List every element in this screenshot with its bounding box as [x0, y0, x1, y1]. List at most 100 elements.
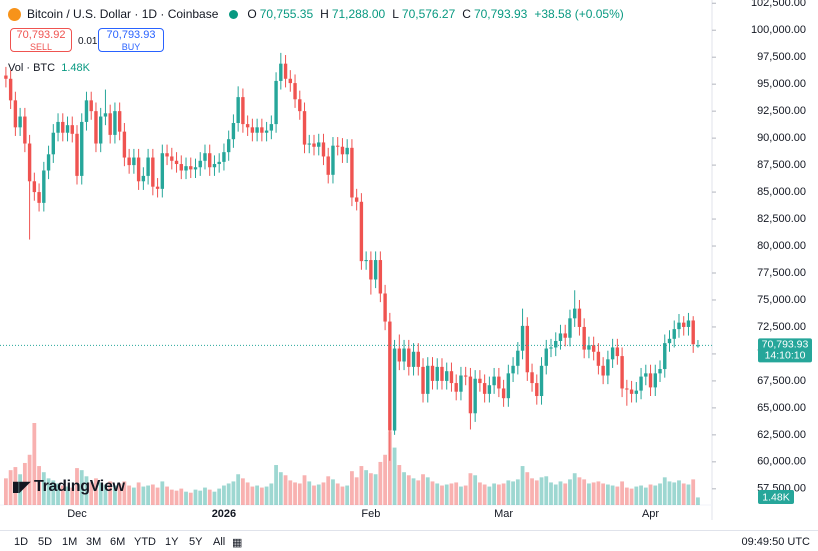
volume-bar: [582, 479, 587, 505]
range-button[interactable]: 3M: [86, 536, 102, 548]
candle-body: [606, 359, 610, 376]
candle-body: [250, 127, 255, 133]
range-button[interactable]: All: [213, 536, 226, 548]
candle-body: [312, 143, 316, 147]
candle-body: [364, 260, 368, 262]
candle-body: [354, 197, 359, 202]
y-tick-label: 85,000.00: [757, 186, 806, 198]
volume-bar: [568, 479, 572, 505]
candle-body: [530, 372, 534, 384]
volume-bar: [534, 480, 539, 505]
volume-bar: [539, 477, 544, 505]
volume-bar: [41, 472, 46, 505]
volume-bar: [236, 474, 241, 505]
volume-bar: [605, 484, 610, 505]
volume-bar: [639, 485, 643, 505]
volume-last: 1.48K: [61, 62, 90, 74]
volume-bar: [350, 471, 354, 505]
candle-body: [672, 329, 676, 339]
h-value: 71,288.00: [331, 7, 386, 21]
volume-bar: [297, 483, 302, 505]
volume-bar: [397, 465, 402, 505]
sell-button[interactable]: 70,793.92 SELL: [10, 28, 72, 52]
candle-body: [373, 260, 378, 280]
volume-bar: [56, 483, 60, 505]
candle-body: [554, 340, 558, 348]
candle-body: [283, 63, 288, 79]
range-button[interactable]: 1Y: [165, 536, 179, 548]
volume-bar: [4, 478, 8, 505]
price-label: 70,793.93: [762, 339, 809, 351]
volume-bar: [283, 475, 288, 505]
candle-body: [212, 164, 217, 168]
candle-body: [99, 116, 103, 144]
volume-bar: [217, 488, 222, 505]
candle-body: [577, 308, 582, 327]
candle-body: [686, 320, 691, 327]
volume-bar: [473, 475, 478, 505]
volume-bar: [378, 461, 383, 505]
range-button[interactable]: YTD: [134, 536, 156, 548]
candle-body: [430, 365, 435, 381]
volume-bar: [293, 482, 297, 505]
volume-bar: [544, 476, 549, 505]
volume-bar: [435, 483, 440, 505]
range-button[interactable]: 5D: [38, 536, 53, 548]
candle-body: [587, 345, 591, 350]
candle-body: [445, 371, 449, 381]
volume-bar: [387, 431, 392, 505]
candle-body: [634, 390, 639, 394]
volume-bar: [169, 489, 174, 505]
candle-body: [326, 156, 330, 175]
candle-body: [591, 345, 596, 352]
c-key: C: [462, 7, 471, 21]
candle-body: [94, 111, 98, 144]
volume-bar: [430, 481, 435, 505]
volume-bar: [591, 482, 596, 505]
volume-bar: [65, 486, 70, 505]
volume-bar: [478, 482, 482, 505]
volume-bar: [549, 482, 553, 505]
volume-bar: [525, 472, 530, 505]
volume-bar: [222, 485, 226, 505]
volume-bar: [255, 485, 260, 505]
volume-bar: [677, 480, 681, 505]
candle-body: [288, 78, 292, 84]
y-tick-label: 97,500.00: [757, 51, 806, 63]
volume-bar: [18, 474, 23, 505]
volume-bar: [13, 467, 18, 505]
candle-body: [113, 111, 117, 135]
chart: 57,500.0060,000.0062,500.0065,000.0067,5…: [0, 0, 812, 520]
symbol-title[interactable]: Bitcoin / U.S. Dollar · 1D · Coinbase: [27, 7, 219, 21]
sell-price: 70,793.92: [16, 29, 66, 41]
buy-button[interactable]: 70,793.93 BUY: [98, 28, 164, 52]
volume-bar: [658, 483, 662, 505]
volume-bar: [70, 487, 75, 505]
candle-body: [644, 373, 648, 377]
logo[interactable]: ▮◤ TradingView: [12, 478, 125, 495]
volume-bar: [122, 481, 127, 505]
volume-bar: [653, 485, 658, 505]
candle-body: [37, 192, 41, 203]
volume-bar: [84, 476, 89, 505]
volume-bar: [553, 484, 558, 505]
change: +38.58 (+0.05%): [534, 7, 624, 21]
candle-body: [203, 153, 207, 161]
volume-bar: [27, 454, 32, 505]
range-button[interactable]: 1M: [62, 536, 78, 548]
range-button[interactable]: 6M: [110, 536, 126, 548]
y-tick-label: 67,500.00: [757, 375, 806, 387]
range-button[interactable]: 5Y: [189, 536, 203, 548]
range-button[interactable]: 1D: [14, 536, 29, 548]
x-tick-label: Mar: [494, 508, 513, 520]
candle-body: [127, 157, 131, 166]
calendar-icon[interactable]: ▦: [232, 537, 243, 549]
candle-body: [208, 153, 212, 168]
volume-bar: [165, 486, 169, 505]
volume-bar: [212, 491, 217, 505]
volume-bar: [188, 492, 193, 505]
candle-body: [596, 351, 601, 366]
volume-bar: [46, 478, 51, 505]
volume-bar: [141, 486, 146, 505]
